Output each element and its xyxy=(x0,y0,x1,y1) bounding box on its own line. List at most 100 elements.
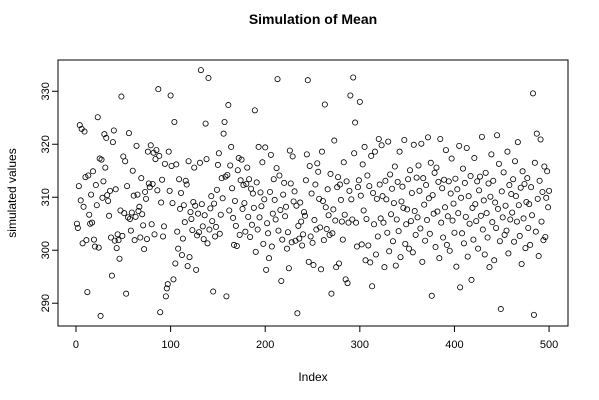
data-point xyxy=(249,190,256,197)
data-point xyxy=(484,234,491,241)
data-point xyxy=(278,277,285,284)
data-point xyxy=(443,241,450,248)
data-point xyxy=(391,163,398,170)
data-point xyxy=(189,227,196,234)
data-point xyxy=(483,210,490,217)
data-point xyxy=(522,245,529,252)
data-point xyxy=(300,231,307,238)
data-point xyxy=(261,196,268,203)
data-point xyxy=(509,209,516,216)
data-point xyxy=(408,189,415,196)
data-point xyxy=(429,192,436,199)
data-point xyxy=(291,188,298,195)
data-point xyxy=(212,233,219,240)
data-point xyxy=(130,192,137,199)
data-point xyxy=(464,253,471,260)
data-point xyxy=(421,201,428,208)
chart-title: Simulation of Mean xyxy=(249,11,377,27)
data-point xyxy=(491,257,498,264)
data-point xyxy=(270,176,277,183)
data-point xyxy=(472,201,479,208)
data-point xyxy=(459,230,466,237)
data-point xyxy=(118,93,125,100)
data-point xyxy=(95,244,102,251)
data-point xyxy=(449,217,456,224)
data-point xyxy=(347,92,354,99)
data-point xyxy=(214,161,221,168)
data-point xyxy=(262,144,269,151)
data-point xyxy=(356,98,363,105)
data-point xyxy=(336,260,343,267)
data-point xyxy=(401,137,408,144)
data-point xyxy=(90,168,97,175)
data-point xyxy=(540,237,547,244)
data-point xyxy=(181,219,188,226)
data-point xyxy=(385,138,392,145)
data-point xyxy=(530,311,537,318)
data-point xyxy=(410,141,417,148)
data-point xyxy=(520,215,527,222)
data-point xyxy=(482,169,489,176)
data-point xyxy=(352,119,359,126)
data-point xyxy=(452,175,459,182)
data-point xyxy=(529,90,536,97)
data-point xyxy=(327,170,334,177)
data-point xyxy=(494,205,501,212)
data-point xyxy=(496,238,503,245)
data-point xyxy=(414,214,421,221)
data-point xyxy=(156,152,163,159)
data-point xyxy=(230,214,237,221)
data-point xyxy=(528,184,535,191)
data-point xyxy=(469,204,476,211)
data-point xyxy=(450,200,457,207)
data-point xyxy=(335,174,342,181)
data-point xyxy=(492,199,499,206)
data-point xyxy=(257,189,264,196)
data-point xyxy=(115,237,122,244)
data-point xyxy=(298,218,305,225)
data-point xyxy=(438,219,445,226)
data-point xyxy=(133,142,140,149)
data-point xyxy=(244,164,251,171)
data-point xyxy=(303,151,310,158)
data-point xyxy=(287,180,294,187)
data-point xyxy=(305,258,312,265)
data-point xyxy=(102,164,109,171)
data-point xyxy=(202,120,209,127)
data-point xyxy=(312,181,319,188)
data-point xyxy=(152,156,159,163)
data-point xyxy=(412,231,419,238)
data-point xyxy=(424,217,431,224)
data-point xyxy=(513,218,520,225)
data-point xyxy=(177,205,184,212)
data-point xyxy=(251,107,258,114)
data-point xyxy=(226,207,233,214)
data-point xyxy=(267,151,274,158)
data-point xyxy=(213,223,220,230)
data-point xyxy=(100,178,107,185)
data-point xyxy=(321,101,328,108)
data-point xyxy=(318,266,325,273)
data-point xyxy=(431,169,438,176)
data-point xyxy=(362,257,369,264)
data-point xyxy=(402,240,409,247)
data-point xyxy=(304,77,311,84)
data-point xyxy=(368,152,375,159)
data-point xyxy=(302,177,309,184)
data-point xyxy=(136,203,143,210)
data-point xyxy=(320,237,327,244)
data-point xyxy=(398,198,405,205)
data-point xyxy=(546,187,553,194)
data-point xyxy=(254,226,261,233)
data-point xyxy=(266,188,273,195)
data-point xyxy=(413,174,420,181)
data-point xyxy=(194,232,201,239)
data-point xyxy=(340,159,347,166)
data-point xyxy=(231,197,238,204)
data-point xyxy=(125,214,132,221)
data-point xyxy=(521,180,528,187)
data-point xyxy=(337,196,344,203)
data-point xyxy=(167,92,174,99)
data-point xyxy=(357,192,364,199)
data-point xyxy=(516,232,523,239)
